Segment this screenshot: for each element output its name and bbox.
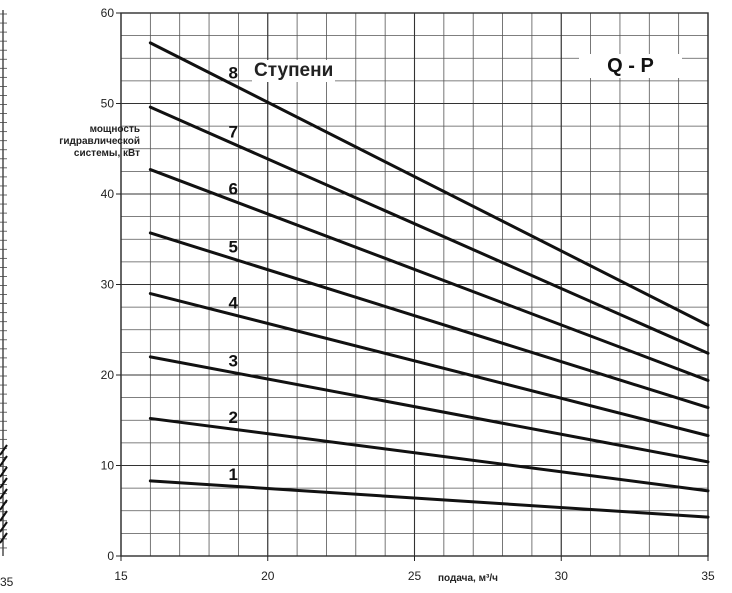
series-label-7: 7: [229, 122, 238, 141]
y-tick-label: 10: [101, 459, 115, 473]
y-tick-label: 0: [107, 549, 114, 563]
left-partial-curve: [0, 499, 8, 511]
left-partial-curve: [0, 532, 8, 544]
y-tick-label: 30: [101, 278, 115, 292]
x-axis-ticks: 15 20 25 30 35: [114, 556, 715, 583]
series-lines: [148, 41, 710, 519]
series-line-8: [148, 41, 710, 327]
series-line-4: [148, 292, 710, 438]
left-partial-curve: [0, 444, 8, 456]
left-partial-curve: [0, 488, 8, 500]
chart-title: Q - P: [579, 54, 682, 78]
left-partial-curve: [0, 521, 8, 533]
x-axis-label: подача, м³/ч: [438, 573, 498, 584]
legend-title: Ступени: [252, 60, 336, 82]
x-tick-label: 30: [555, 569, 569, 583]
series-line-3: [148, 355, 710, 464]
y-tick-label: 40: [101, 187, 115, 201]
left-partial-plot: [0, 10, 8, 556]
series-line-7: [148, 105, 710, 355]
y-axis-label-line-2: гидравлической: [59, 136, 140, 147]
y-axis-label: мощность гидравлической системы, кВт: [18, 124, 140, 160]
series-label-6: 6: [229, 180, 238, 199]
x-tick-label: 15: [114, 569, 128, 583]
y-tick-label: 50: [101, 97, 115, 111]
series-label-8: 8: [229, 63, 238, 82]
series-labels: 1 2 3 4 5 6 7 8: [229, 63, 239, 484]
y-axis-label-line-3: системы, кВт: [73, 148, 140, 159]
series-label-5: 5: [229, 238, 238, 257]
series-label-1: 1: [229, 465, 238, 484]
series-label-2: 2: [229, 408, 238, 427]
y-tick-label: 60: [101, 6, 115, 20]
series-line-6: [148, 168, 710, 382]
series-line-2: [148, 416, 710, 493]
left-partial-tick-label: 35: [0, 575, 14, 589]
left-partial-curve: [0, 510, 8, 522]
left-partial-curve: [0, 477, 8, 489]
x-tick-label: 35: [701, 569, 715, 583]
left-partial-curve: [0, 466, 8, 478]
y-axis-label-line-1: мощность: [89, 124, 140, 135]
left-partial-curve: [0, 455, 8, 467]
series-line-5: [148, 231, 710, 410]
series-label-4: 4: [229, 293, 239, 312]
x-tick-label: 20: [261, 569, 275, 583]
series-line-1: [148, 479, 710, 519]
y-axis-ticks: 0 10 20 30 40 50 60: [101, 6, 121, 563]
x-tick-label: 25: [408, 569, 422, 583]
y-tick-label: 20: [101, 368, 115, 382]
series-label-3: 3: [229, 351, 238, 370]
